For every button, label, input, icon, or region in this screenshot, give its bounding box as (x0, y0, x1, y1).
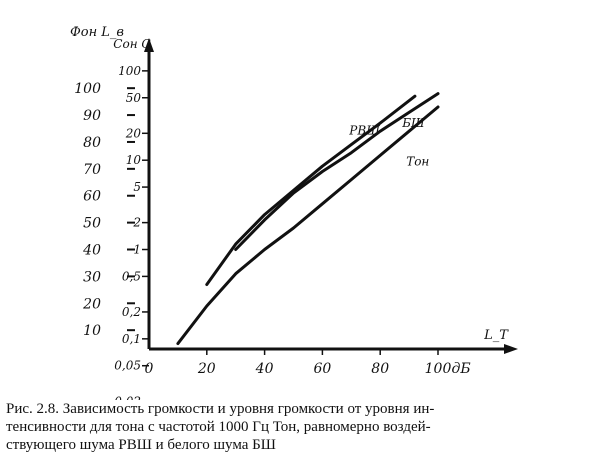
sone-tick-label: 20 (125, 126, 142, 140)
y-axis-title-phon: Фон L_в (70, 25, 124, 40)
x-axis-arrow (504, 344, 518, 354)
x-tick-label: 60 (313, 361, 331, 377)
x-tick-label: 80 (371, 361, 389, 377)
series-label: Тон (406, 154, 429, 168)
phon-tick-label: 20 (82, 296, 101, 312)
sone-tick-label: 0,05 (114, 359, 141, 373)
x-tick-label: 40 (255, 361, 274, 377)
sone-tick-label: 0,2 (122, 305, 141, 319)
sone-tick-label: 5 (133, 180, 141, 194)
sone-tick-label: 2 (132, 216, 141, 230)
series-line (176, 105, 440, 346)
curve-layer: РВШ БШ Тон (176, 92, 440, 346)
sone-tick-label: 50 (126, 91, 142, 105)
phon-tick-label: 40 (82, 243, 101, 259)
phon-tick-label: 80 (83, 135, 101, 151)
x-axis-unit: дБ (452, 361, 471, 377)
phon-tick-label: 90 (83, 108, 101, 124)
figure-caption: Рис. 2.8. Зависимость громкости и уровня… (6, 400, 590, 454)
x-tick-label: 0 (145, 361, 154, 377)
y-axis-title-sone: Сон G (113, 37, 151, 51)
x-tick-label: 20 (197, 361, 216, 377)
series-label: РВШ (348, 124, 380, 138)
caption-line: Рис. 2.8. Зависимость громкости и уровня… (6, 401, 435, 417)
phon-tick-label: 10 (83, 323, 101, 339)
loudness-chart: 100 90 80 70 60 50 40 30 20 10 100 50 20 10 5 2 1 0,5 0,2 0… (70, 25, 518, 400)
caption-line: тенсивности для тона с частотой 1000 Гц … (6, 419, 431, 435)
tick-layer: 100 90 80 70 60 50 40 30 20 10 100 50 20 10 5 2 1 0,5 0,2 0… (74, 64, 451, 400)
x-tick-label: 100 (425, 361, 452, 377)
x-axis-title: L_T (483, 328, 509, 343)
series-line (205, 94, 417, 286)
phon-tick-label: 100 (74, 81, 101, 97)
phon-tick-label: 30 (83, 269, 101, 285)
sone-tick-label: 1 (133, 243, 141, 257)
caption-line: ствующего шума РВШ и белого шума БШ (6, 437, 276, 453)
phon-tick-label: 70 (83, 162, 101, 178)
series-line (234, 92, 440, 251)
phon-tick-label: 60 (83, 189, 101, 205)
axes (144, 38, 518, 354)
y-axis-arrow (144, 38, 154, 52)
sone-tick-label: 100 (118, 64, 141, 78)
sone-tick-label: 0,1 (122, 332, 141, 346)
sone-tick-label: 10 (126, 153, 142, 167)
series-label: БШ (401, 116, 425, 130)
phon-tick-label: 50 (83, 216, 101, 232)
sone-tick-label: 0,02 (114, 394, 141, 400)
sone-tick-label: 0,5 (122, 269, 141, 283)
